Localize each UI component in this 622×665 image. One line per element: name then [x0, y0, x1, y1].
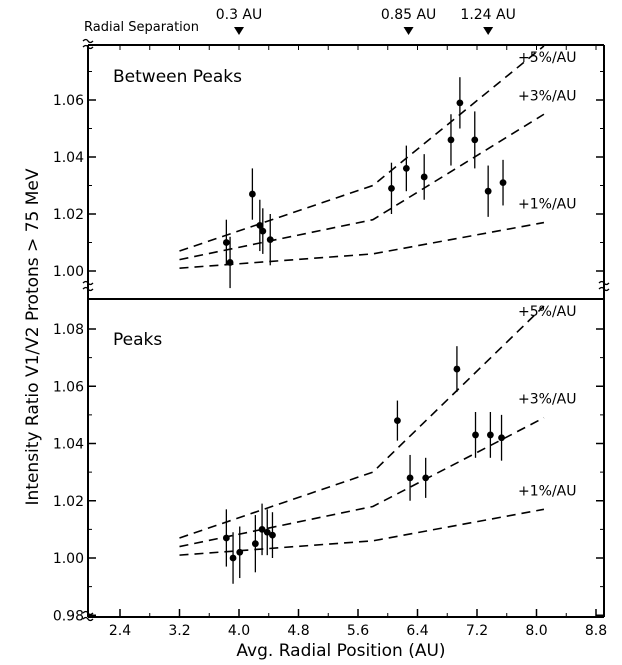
data-point [447, 136, 455, 144]
data-point [394, 417, 401, 424]
data-point [266, 236, 274, 244]
x-tick-label: 4.0 [228, 623, 250, 639]
trend-line-2 [179, 113, 545, 261]
data-point [269, 531, 276, 539]
trend-line-label: +3%/AU [518, 392, 576, 408]
panel-title-peaks: Peaks [113, 330, 162, 350]
data-point [388, 184, 395, 192]
data-point [420, 173, 428, 181]
trend-line-label: +1%/AU [518, 483, 576, 499]
data-point [471, 136, 479, 144]
trend-line-1 [179, 45, 545, 252]
trend-line-2 [179, 417, 545, 548]
top-marker-label: 0.85 AU [381, 7, 436, 23]
top-axis-label: Radial Separation [84, 20, 199, 35]
data-point [222, 534, 230, 542]
data-point [456, 99, 464, 107]
trend-line-label: +1%/AU [518, 197, 576, 213]
data-point [498, 434, 505, 442]
data-point [256, 222, 264, 229]
data-point [484, 187, 492, 195]
top-radial-separation-axis: Radial Separation 0.3 AU 0.85 AU 1.24 AU [84, 7, 516, 35]
axis-break-mark [598, 280, 610, 292]
data-point [406, 474, 414, 482]
trend-line-label: +5%/AU [518, 50, 576, 66]
axis-break-mark [82, 38, 94, 50]
y-tick-label: 1.04 [53, 150, 84, 166]
trend-line-label: +3%/AU [518, 88, 576, 104]
data-point [248, 190, 256, 198]
y-tick-label: 1.06 [53, 93, 84, 109]
data-point [229, 554, 237, 562]
x-tick-label: 8.8 [585, 623, 607, 639]
data-point [422, 474, 430, 482]
plot-frame [82, 38, 610, 622]
top-marker-label: 0.3 AU [216, 7, 263, 23]
trend-line-3 [179, 221, 545, 269]
y-tick-label: 1.06 [53, 379, 84, 395]
data-point [472, 431, 479, 439]
top-marker-triangle [483, 27, 494, 35]
y-tick-label: 1.02 [53, 494, 84, 510]
data-point [251, 540, 259, 548]
data-point [453, 365, 461, 373]
y-tick-label: 0.98 [53, 608, 84, 624]
data-point [236, 548, 244, 556]
x-tick-label: 2.4 [109, 623, 131, 639]
data-point [226, 259, 234, 266]
x-tick-label: 5.6 [347, 623, 369, 639]
panel-peaks: Peaks 0.98 1.00 1.02 1.04 1.06 1.08 +5%/AU +3%/… [53, 304, 604, 624]
axis-break-mark [82, 610, 94, 622]
x-tick-label: 6.4 [406, 623, 428, 639]
top-marker-triangle [403, 27, 414, 35]
data-point [259, 227, 267, 235]
trend-line-1 [179, 305, 545, 539]
y-tick-label: 1.00 [53, 551, 84, 567]
data-point [486, 431, 494, 439]
x-axis-label: Avg. Radial Position (AU) [236, 641, 445, 661]
top-marker-triangle [234, 27, 244, 35]
trend-line-3 [179, 508, 545, 556]
x-axis: Avg. Radial Position (AU) 2.4 3.2 4.0 4.8 5.… [109, 609, 607, 661]
y-tick-label: 1.08 [53, 322, 84, 338]
trend-line-label: +5%/AU [518, 304, 576, 320]
y-tick-label: 1.04 [53, 437, 84, 453]
x-tick-label: 4.8 [287, 623, 309, 639]
panel-between-peaks: Between Peaks 1.00 1.02 1.04 1.06 +5%/AU +3%/… [53, 45, 604, 289]
x-tick-label: 7.2 [466, 623, 488, 639]
x-tick-label: 3.2 [168, 623, 190, 639]
data-point [258, 525, 266, 533]
y-axis-label: Intensity Ratio V1/V2 Protons > 75 MeV [23, 168, 43, 505]
axis-break-mark [82, 280, 94, 292]
y-tick-label: 1.02 [53, 207, 84, 223]
x-tick-label: 8.0 [525, 623, 547, 639]
data-point [263, 528, 271, 536]
data-point [222, 239, 230, 246]
top-marker-label: 1.24 AU [460, 7, 515, 23]
panel-title-between-peaks: Between Peaks [113, 67, 242, 87]
data-point [499, 179, 507, 187]
data-point [402, 165, 410, 172]
y-tick-label: 1.00 [53, 264, 84, 280]
